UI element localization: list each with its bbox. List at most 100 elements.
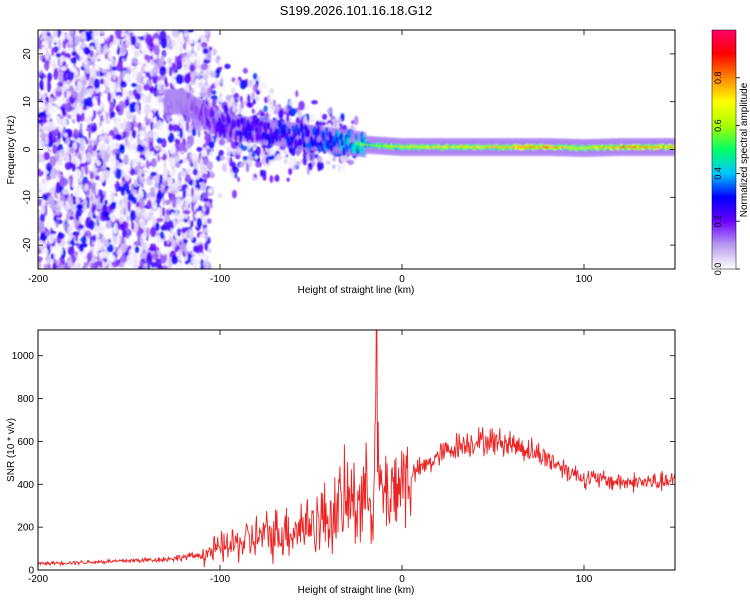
heatmap-blob [59, 56, 63, 67]
heatmap-blob [233, 62, 240, 72]
heatmap-blob [149, 210, 154, 217]
heatmap-blob [69, 30, 75, 36]
heatmap-blob [252, 143, 258, 148]
heatmap-blob [110, 111, 116, 118]
heatmap-blob [202, 259, 211, 269]
heatmap-blob [98, 222, 106, 228]
ridge-core [200, 114, 204, 126]
ridge-core [223, 116, 227, 124]
heatmap-blob [163, 240, 167, 248]
heatmap-blob [115, 115, 120, 124]
heatmap-blob [91, 156, 98, 164]
heatmap-blob [57, 30, 62, 38]
heatmap-blob [166, 208, 170, 216]
heatmap-blob [130, 69, 139, 77]
heatmap-blob [113, 222, 119, 235]
heatmap-blob [78, 243, 85, 252]
heatmap-blob [150, 121, 154, 131]
heatmap-blob [69, 146, 75, 154]
heatmap-blob [210, 95, 218, 101]
heatmap-blob [187, 30, 194, 33]
heatmap-blob [137, 168, 142, 180]
heatmap-blob [267, 94, 271, 104]
heatmap-blob [152, 124, 158, 129]
heatmap-blob [167, 264, 172, 269]
heatmap-blob [112, 71, 117, 81]
heatmap-blob [85, 96, 93, 108]
heatmap-blob [246, 102, 254, 108]
heatmap-blob [204, 234, 209, 241]
heatmap-blob [337, 163, 341, 174]
heatmap-blob [168, 144, 176, 154]
heatmap-blob [87, 87, 95, 95]
heatmap-blob [298, 100, 305, 111]
heatmap-blob [191, 120, 195, 127]
ridge-core [297, 128, 301, 137]
heatmap-blob [231, 87, 236, 94]
heatmap-blob [105, 77, 110, 87]
heatmap-blob [83, 98, 88, 108]
heatmap-blob [139, 218, 146, 229]
heatmap-blob [310, 116, 316, 124]
ridge-core [172, 104, 177, 113]
ridge-core [324, 137, 328, 146]
ridge-core [237, 118, 241, 129]
ridge-core [284, 124, 288, 132]
heatmap-blob [66, 201, 71, 209]
heatmap-blob [119, 72, 124, 79]
heatmap-blob [135, 93, 142, 101]
heatmap-blob [146, 217, 151, 222]
heatmap-blob [311, 155, 316, 160]
heatmap-blob [100, 78, 104, 85]
heatmap-blob [93, 30, 99, 38]
heatmap-blob [286, 177, 290, 182]
heatmap-blob [263, 105, 268, 113]
heatmap-blob [110, 121, 115, 129]
heatmap-blob [204, 241, 209, 252]
heatmap-blob [67, 246, 75, 256]
heatmap-blob [133, 224, 139, 233]
heatmap-blob [112, 83, 120, 92]
heatmap-blob [219, 138, 226, 146]
heatmap-blob [78, 144, 86, 155]
heatmap-blob [76, 112, 81, 123]
heatmap-blob [46, 82, 52, 93]
ridge-core [206, 108, 210, 118]
heatmap-blob [52, 144, 58, 155]
heatmap-blob [204, 30, 211, 36]
ridge-core [266, 121, 271, 130]
heatmap-blob [239, 162, 245, 168]
ridge-core [316, 125, 321, 137]
heatmap-blob [57, 81, 64, 87]
heatmap-blob [184, 73, 191, 85]
heatmap-blob [137, 236, 141, 244]
heatmap-blob [150, 171, 157, 177]
heatmap-blob [200, 90, 207, 98]
heatmap-blob [79, 163, 87, 168]
heatmap-blob [189, 193, 197, 205]
heatmap-blob [52, 262, 57, 269]
heatmap-blob [95, 239, 102, 247]
heatmap-blob [89, 45, 95, 52]
x-tick-label: 0 [399, 274, 405, 285]
heatmap-blob [288, 167, 293, 176]
heatmap-blob [115, 168, 122, 180]
heatmap-blob [178, 115, 185, 125]
heatmap-blob [79, 38, 85, 43]
heatmap-blob [48, 234, 55, 244]
heatmap-blob [149, 226, 157, 238]
heatmap-blob [297, 109, 302, 120]
heatmap-blob [60, 51, 66, 56]
heatmap-blob [197, 73, 201, 78]
heatmap-blob [129, 136, 134, 142]
heatmap-blob [82, 124, 86, 136]
heatmap-blob [174, 131, 181, 136]
heatmap-blob [180, 52, 186, 59]
heatmap-blob [261, 80, 268, 90]
heatmap-blob [164, 230, 169, 239]
x-tick-label: 100 [576, 274, 593, 285]
heatmap-blob [197, 129, 201, 138]
ridge-core [264, 121, 268, 134]
heatmap-blob [162, 207, 166, 217]
heatmap-blob [153, 44, 160, 56]
